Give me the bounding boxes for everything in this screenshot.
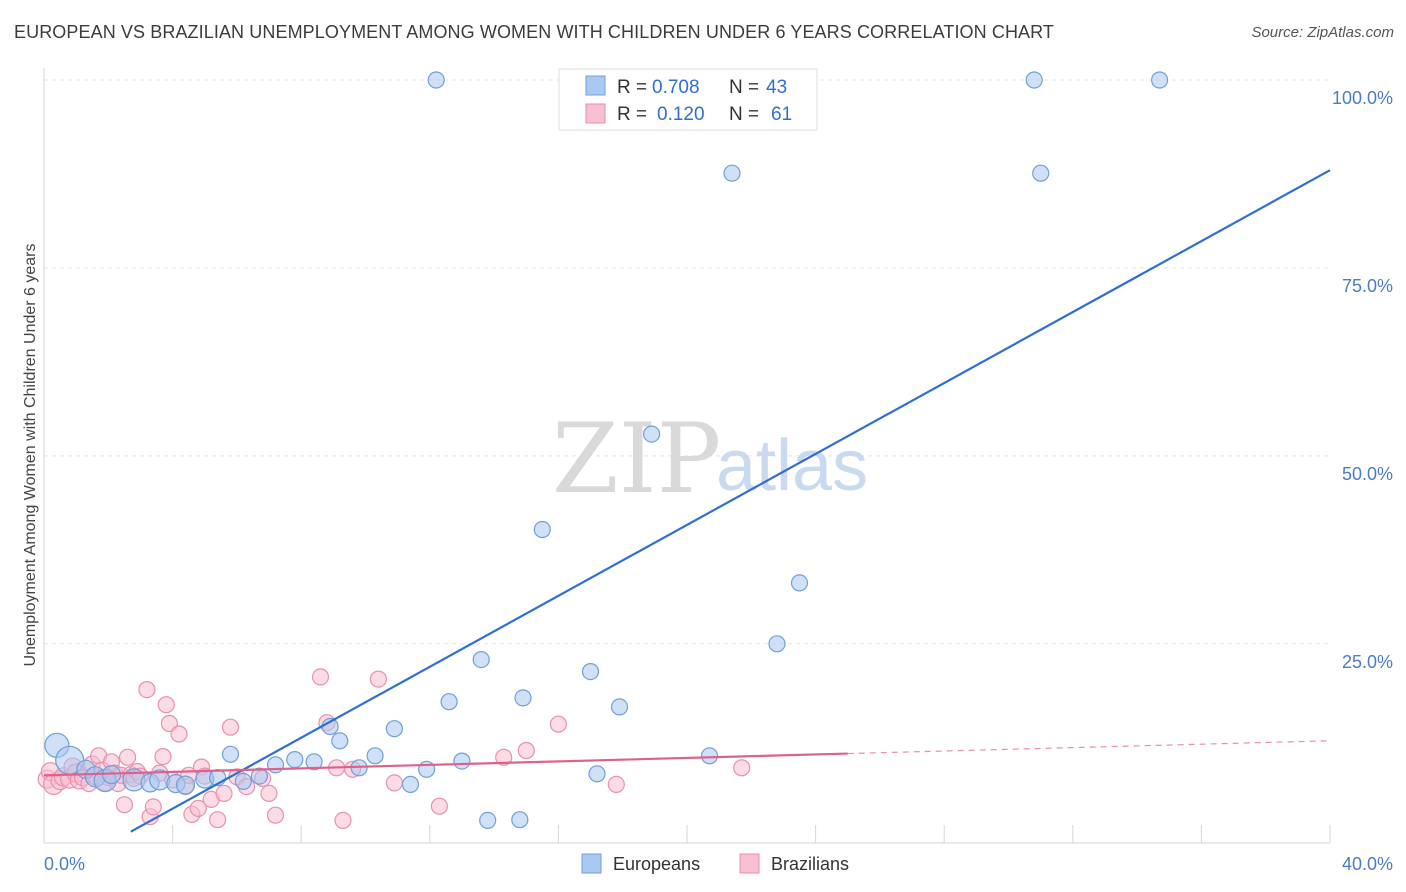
y-tick-label: 50.0%: [1342, 464, 1393, 484]
europeans-trend-line: [130, 169, 1331, 833]
brazilians-n-label: N =: [729, 104, 759, 125]
europeans-point: [1025, 71, 1043, 89]
europeans-point: [1150, 71, 1169, 89]
brazilians-r-label: R =: [617, 104, 647, 125]
brazilians-point: [430, 797, 448, 815]
europeans-r-label: R =: [617, 77, 647, 98]
brazilians-trend-line: [43, 752, 848, 777]
europeans-point: [266, 756, 285, 774]
europeans-point: [305, 753, 323, 771]
brazilians-point: [495, 748, 513, 766]
europeans-r-value: 0.708: [652, 77, 700, 98]
europeans-point: [511, 811, 529, 829]
europeans-point: [768, 635, 786, 653]
europeans-legend-swatch: [585, 75, 606, 96]
brazilians-point: [311, 668, 330, 686]
y-tick-label: 100.0%: [1332, 88, 1393, 108]
brazilians-point: [385, 774, 403, 792]
brazilians-point: [334, 811, 352, 830]
europeans-point: [234, 772, 252, 791]
brazilians-series: [37, 668, 751, 830]
europeans-point: [221, 745, 240, 763]
brazilians-point: [549, 715, 568, 733]
brazilians-point: [115, 796, 134, 814]
europeans-n-label: N =: [729, 77, 759, 98]
europeans-point: [533, 520, 551, 539]
y-axis-title: Unemployment Among Women with Children U…: [22, 243, 39, 666]
y-tick-label: 25.0%: [1342, 652, 1393, 672]
x-tick-labels: 0.0% 40.0%: [44, 854, 1393, 874]
europeans-point: [427, 71, 445, 89]
europeans-point: [385, 720, 403, 738]
brazilians-point: [154, 747, 172, 766]
brazilians-point: [221, 718, 240, 736]
brazilians-legend-swatch: [585, 103, 606, 124]
trend-lines: [43, 169, 1331, 833]
series-legend: Europeans Brazilians: [581, 853, 849, 874]
brazilians-point: [215, 784, 233, 803]
europeans-point: [418, 760, 436, 778]
europeans-point: [472, 650, 490, 669]
europeans-point: [175, 775, 196, 795]
europeans-key-swatch: [581, 853, 602, 874]
stats-legend: R = 0.708 N = 43 R = 0.120 N = 61: [558, 68, 818, 131]
brazilians-point: [517, 741, 535, 760]
brazilians-point: [260, 784, 278, 803]
brazilians-point: [733, 759, 751, 777]
brazilians-point: [138, 680, 156, 699]
europeans-point: [331, 732, 349, 750]
y-tick-labels: 25.0% 50.0% 75.0% 100.0%: [1332, 88, 1393, 672]
europeans-point: [250, 767, 268, 785]
europeans-point: [723, 164, 741, 182]
europeans-point: [514, 689, 532, 707]
europeans-point: [440, 693, 458, 711]
brazilians-point: [157, 696, 175, 714]
brazilians-trend-extension: [847, 740, 1331, 755]
brazilians-point: [266, 806, 285, 824]
europeans-point: [479, 811, 497, 830]
europeans-point: [588, 765, 606, 783]
europeans-point: [581, 662, 600, 681]
europeans-point: [401, 775, 420, 794]
europeans-point: [642, 425, 661, 443]
chart-title: EUROPEAN VS BRAZILIAN UNEMPLOYMENT AMONG…: [14, 22, 1055, 42]
europeans-point: [1032, 164, 1050, 182]
brazilians-point: [118, 748, 137, 766]
watermark: ZIP atlas: [552, 403, 868, 515]
europeans-point: [700, 747, 719, 765]
y-tick-label: 75.0%: [1342, 276, 1393, 296]
europeans-point: [610, 698, 629, 716]
watermark-zip: ZIP: [552, 403, 721, 515]
europeans-point: [790, 574, 809, 592]
europeans-point: [453, 752, 471, 770]
x-tick-label: 40.0%: [1342, 854, 1393, 874]
brazilians-point: [209, 811, 227, 829]
brazilians-n-value: 61: [771, 104, 792, 125]
brazilians-key-label: Brazilians: [771, 854, 849, 874]
europeans-key-label: Europeans: [613, 854, 700, 874]
brazilians-r-value: 0.120: [657, 104, 705, 125]
brazilians-point: [170, 725, 188, 743]
brazilians-point: [144, 798, 162, 816]
europeans-n-value: 43: [766, 77, 787, 98]
brazilians-point: [189, 799, 207, 818]
europeans-point: [286, 750, 304, 769]
europeans-series: [44, 71, 1169, 830]
source-label: Source: ZipAtlas.com: [1251, 24, 1394, 41]
brazilians-key-swatch: [739, 853, 760, 874]
brazilians-point: [607, 775, 625, 794]
x-tick-label: 0.0%: [44, 854, 85, 874]
europeans-point: [366, 747, 384, 765]
brazilians-point: [369, 670, 387, 688]
